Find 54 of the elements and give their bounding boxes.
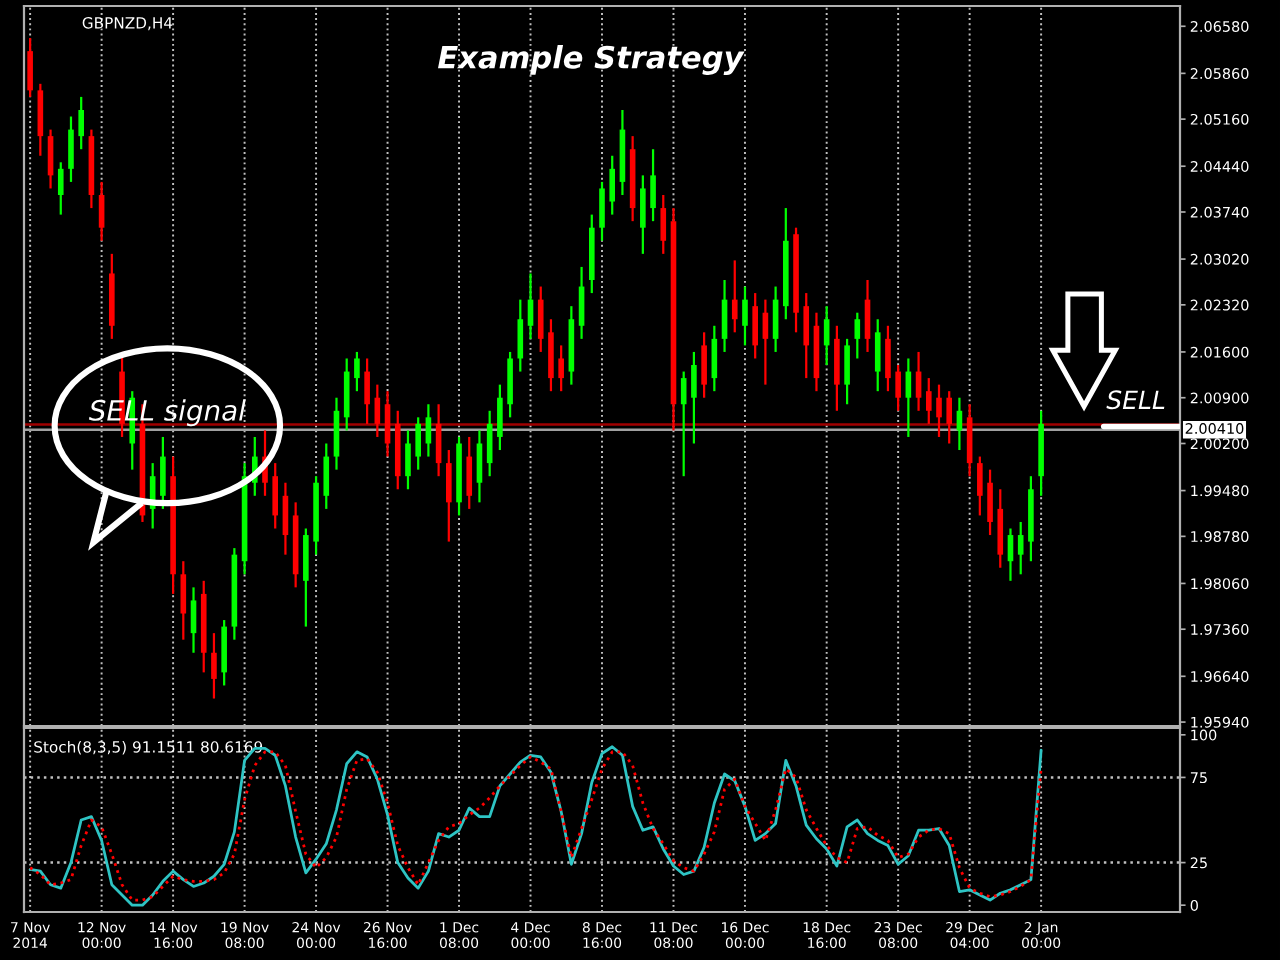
- candlestick: [936, 383, 942, 439]
- candlestick: [1017, 520, 1024, 576]
- candlestick: [364, 357, 370, 425]
- candlestick: [834, 324, 840, 412]
- candlestick: [548, 318, 554, 393]
- candlestick: [303, 527, 309, 628]
- candlestick: [752, 291, 758, 360]
- candlestick: [691, 350, 697, 445]
- candlestick: [221, 618, 227, 687]
- candlestick: [27, 36, 33, 99]
- candlestick: [701, 331, 707, 399]
- candlestick: [415, 416, 421, 471]
- candlestick: [925, 376, 932, 425]
- candlestick: [874, 318, 881, 393]
- candlestick: [885, 324, 891, 393]
- candlestick: [680, 370, 687, 478]
- candlestick: [476, 429, 483, 504]
- candlestick: [446, 448, 452, 543]
- candlestick: [211, 632, 217, 700]
- candlestick: [803, 291, 810, 380]
- candlestick: [272, 462, 279, 530]
- annotation: SELL: [1106, 390, 1165, 410]
- candlestick: [354, 350, 360, 393]
- candlestick: [323, 442, 330, 510]
- candlestick: [68, 115, 74, 184]
- candlestick: [405, 429, 411, 491]
- candlestick: [343, 357, 350, 432]
- candlestick: [640, 174, 646, 255]
- candlestick: [78, 95, 84, 151]
- candlestick: [844, 337, 850, 406]
- candlestick: [854, 311, 861, 360]
- candlestick: [466, 435, 473, 510]
- candlestick: [517, 298, 524, 373]
- candlestick: [997, 488, 1004, 569]
- candlestick: [650, 148, 656, 223]
- candlestick: [987, 468, 993, 537]
- candlestick: [609, 154, 616, 216]
- candlestick: [558, 344, 564, 393]
- candlestick: [742, 285, 748, 347]
- candlestick: [98, 180, 105, 242]
- text: Example Strategy: [438, 45, 745, 75]
- candlestick: [180, 560, 187, 641]
- candlestick: [599, 180, 605, 242]
- candlestick: [895, 363, 901, 412]
- candlestick: [731, 259, 738, 334]
- candlestick: [507, 350, 513, 419]
- candlestick: [660, 193, 667, 255]
- candlestick: [497, 383, 503, 452]
- candlestick: [57, 161, 64, 216]
- candlestick: [977, 455, 983, 517]
- candlestick: [160, 435, 166, 510]
- candlestick: [537, 285, 544, 354]
- candlestick: [946, 390, 953, 445]
- candlestick: [190, 586, 197, 654]
